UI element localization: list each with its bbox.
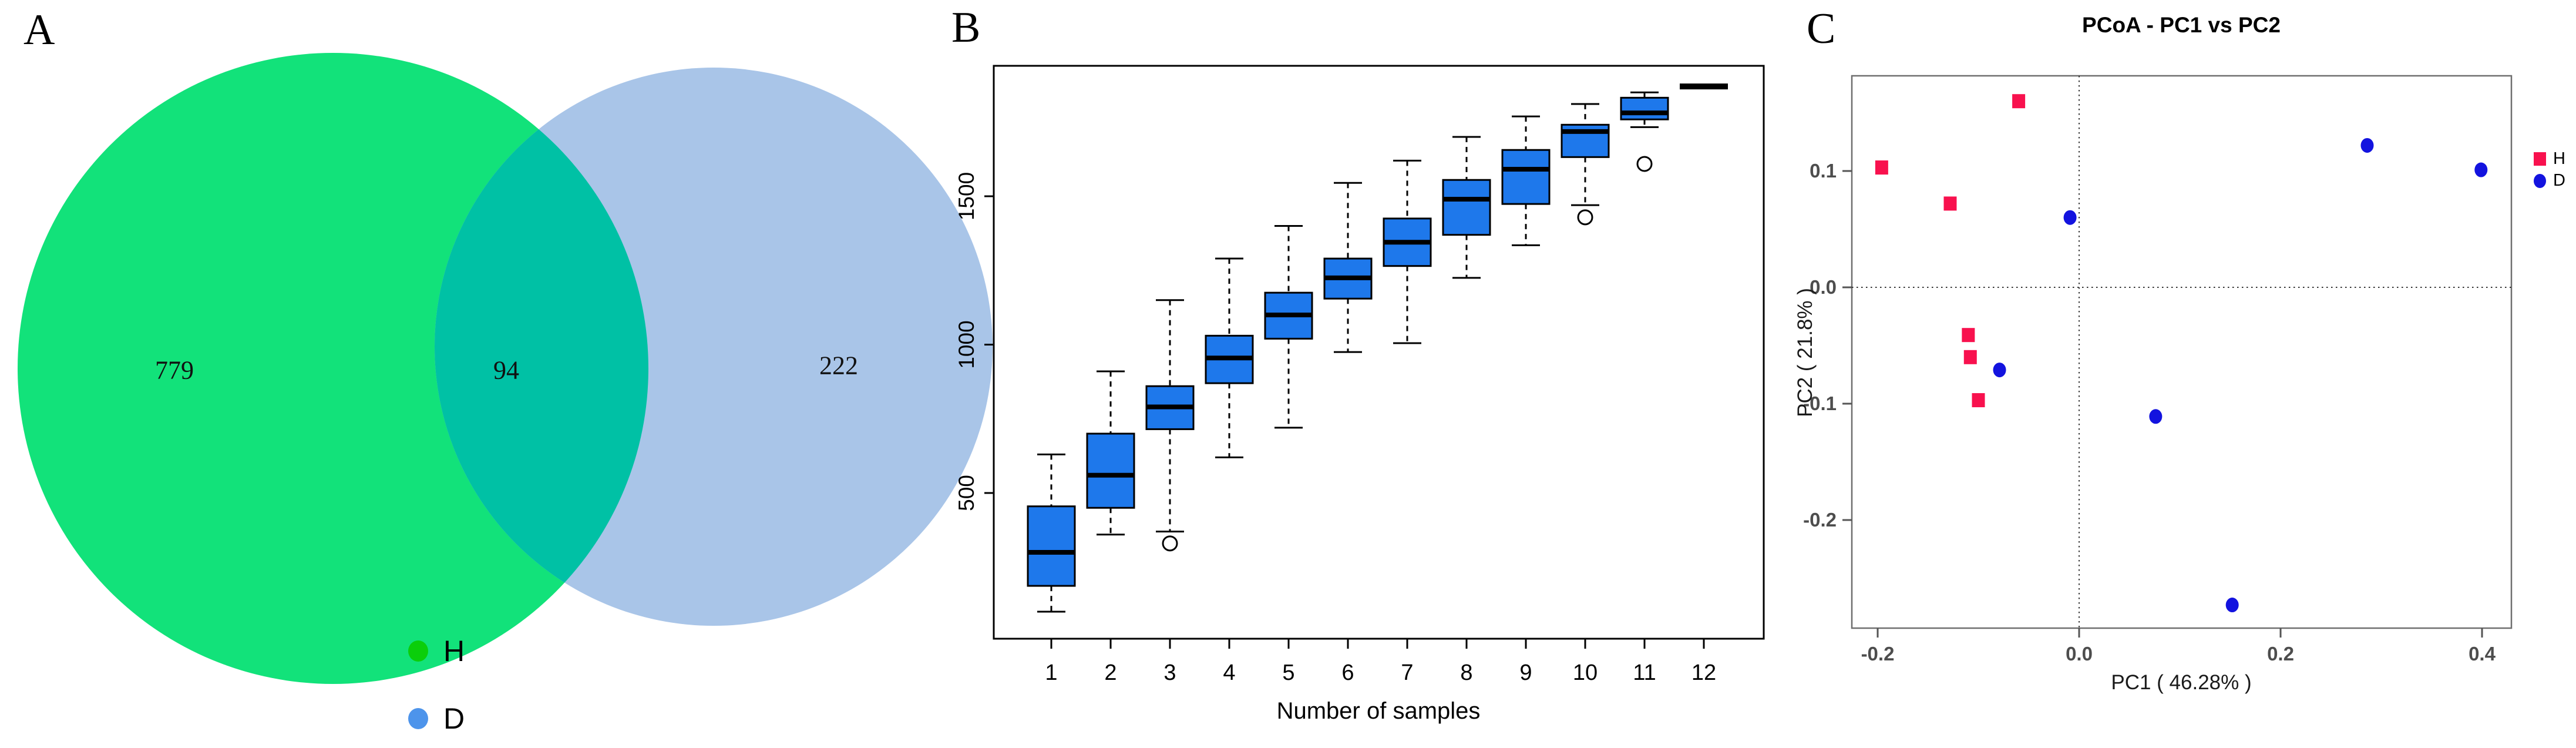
scatter-point-H-5: [1963, 350, 1977, 364]
x-tick-label: 0.0: [2066, 643, 2093, 665]
panel-label-a: A: [23, 6, 55, 54]
x-tick-label: 0.4: [2469, 643, 2496, 665]
venn-count-d-only: 222: [819, 351, 858, 380]
venn-legend-item-d: D: [408, 704, 465, 733]
box-group-3: [1145, 299, 1195, 552]
x-tick-label: 8: [1460, 660, 1472, 685]
box-group-11: [1620, 91, 1669, 172]
box-group-2: [1086, 370, 1135, 536]
box-group-8: [1442, 136, 1491, 279]
pcoa-legend-item-d: D: [2534, 172, 2565, 189]
y-tick-label: -0.1: [1803, 393, 1837, 414]
h-square-marker: [2534, 152, 2546, 166]
x-tick-label: 12: [1691, 660, 1716, 685]
d-group-label: D: [443, 702, 465, 735]
x-tick-label: 3: [1163, 660, 1176, 685]
boxplot-frame: [993, 65, 1765, 640]
x-tick-label: 9: [1519, 660, 1532, 685]
outlier-point: [1577, 209, 1593, 226]
venn-count-overlap: 94: [493, 355, 519, 385]
venn-overlap-region: [435, 68, 648, 626]
pcoa-x-axis-label: PC1 ( 46.28% ): [2111, 671, 2252, 694]
y-tick-label: 500: [954, 475, 978, 511]
scatter-point-H-6: [1972, 393, 1985, 408]
iqr-box: [1501, 149, 1551, 205]
scatter-point-H-1: [1875, 160, 1888, 175]
x-tick-label: 7: [1401, 660, 1413, 685]
x-tick-label: 2: [1104, 660, 1117, 685]
y-tick-label: 0.0: [1810, 276, 1837, 298]
x-tick-label: 11: [1633, 660, 1656, 685]
x-tick-label: 10: [1573, 660, 1598, 685]
scatter-point-D-1: [2063, 210, 2077, 225]
pcoa-frame: [1851, 75, 2513, 629]
box-group-5: [1264, 225, 1313, 429]
box-group-7: [1383, 159, 1432, 344]
boxplot-x-axis-label: Number of samples: [1276, 698, 1481, 724]
outlier-point: [1636, 156, 1653, 172]
box-group-1: [1027, 453, 1076, 613]
y-tick-label: 1500: [954, 172, 978, 220]
box-group-4: [1205, 257, 1254, 458]
pcoa-title: PCoA - PC1 vs PC2: [2082, 13, 2281, 37]
box-group-10: [1561, 103, 1610, 226]
scatter-point-D-2: [2360, 137, 2374, 153]
venn-diagram: [18, 53, 993, 684]
box-group-6: [1323, 182, 1373, 353]
scatter-point-D-5: [2149, 409, 2163, 424]
scatter-point-H-4: [1962, 328, 1975, 343]
box-group-9: [1501, 115, 1551, 246]
y-tick-label: 1000: [954, 320, 978, 368]
iqr-box: [1086, 432, 1135, 509]
h-group-color-dot: [408, 640, 428, 662]
x-tick-label: 5: [1282, 660, 1294, 685]
iqr-box: [1620, 96, 1669, 120]
pcoa-panel: -0.2 0.0 0.2 0.4 0.1 0.0 -0.1 -0.2: [1803, 75, 2513, 665]
x-tick-label: 6: [1341, 660, 1354, 685]
scatter-point-D-3: [2474, 162, 2488, 177]
iqr-box: [1027, 505, 1076, 587]
y-tick-label: 0.1: [1810, 160, 1837, 182]
d-group-color-dot: [408, 708, 428, 729]
pcoa-y-axis-label: PC2 ( 21.8% ): [1794, 288, 1817, 417]
y-tick-label: -0.2: [1803, 509, 1837, 531]
outlier-point: [1162, 535, 1178, 552]
panel-label-c: C: [1807, 5, 1836, 53]
x-tick-label: 4: [1223, 660, 1235, 685]
panel-label-b: B: [951, 4, 981, 52]
pcoa-legend-item-h: H: [2534, 150, 2565, 167]
scatter-point-H-3: [1943, 196, 1957, 211]
pcoa-legend: H D: [2534, 150, 2565, 189]
pcoa-legend-label-h: H: [2553, 149, 2565, 168]
venn-count-h-only: 779: [155, 355, 194, 385]
scatter-point-H-2: [2012, 94, 2026, 109]
iqr-box: [1442, 179, 1491, 236]
venn-legend-item-h: H: [408, 636, 465, 666]
x-tick-label: 1: [1045, 660, 1057, 685]
x-tick-label: -0.2: [1861, 643, 1895, 665]
d-circle-marker: [2534, 173, 2546, 188]
x-tick-label: 0.2: [2267, 643, 2294, 665]
pcoa-legend-label-d: D: [2553, 171, 2565, 190]
scatter-point-D-6: [2225, 598, 2239, 613]
h-group-label: H: [443, 635, 465, 668]
scatter-point-D-4: [1993, 363, 2006, 378]
